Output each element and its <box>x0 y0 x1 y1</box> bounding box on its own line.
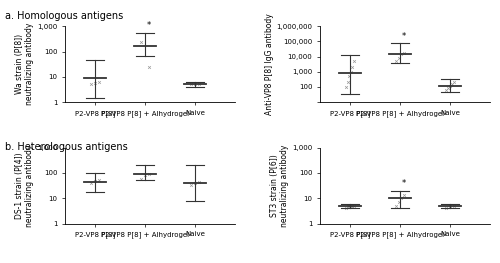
Text: b. Heterologous antigens: b. Heterologous antigens <box>5 142 128 152</box>
Y-axis label: Anti-VP8 P[8] IgG antibody: Anti-VP8 P[8] IgG antibody <box>264 13 274 115</box>
Text: *: * <box>402 32 406 41</box>
Text: *: * <box>147 21 151 30</box>
Text: *: * <box>402 179 406 188</box>
Y-axis label: Wa strain (P[8])
neutralizing antibody: Wa strain (P[8]) neutralizing antibody <box>15 23 34 105</box>
Y-axis label: ST3 strain (P[6])
neutralizing antibody: ST3 strain (P[6]) neutralizing antibody <box>270 144 289 227</box>
Text: a. Homologous antigens: a. Homologous antigens <box>5 11 123 21</box>
Y-axis label: DS-1 strain (P[4])
neutralizing antibody: DS-1 strain (P[4]) neutralizing antibody <box>15 144 34 227</box>
